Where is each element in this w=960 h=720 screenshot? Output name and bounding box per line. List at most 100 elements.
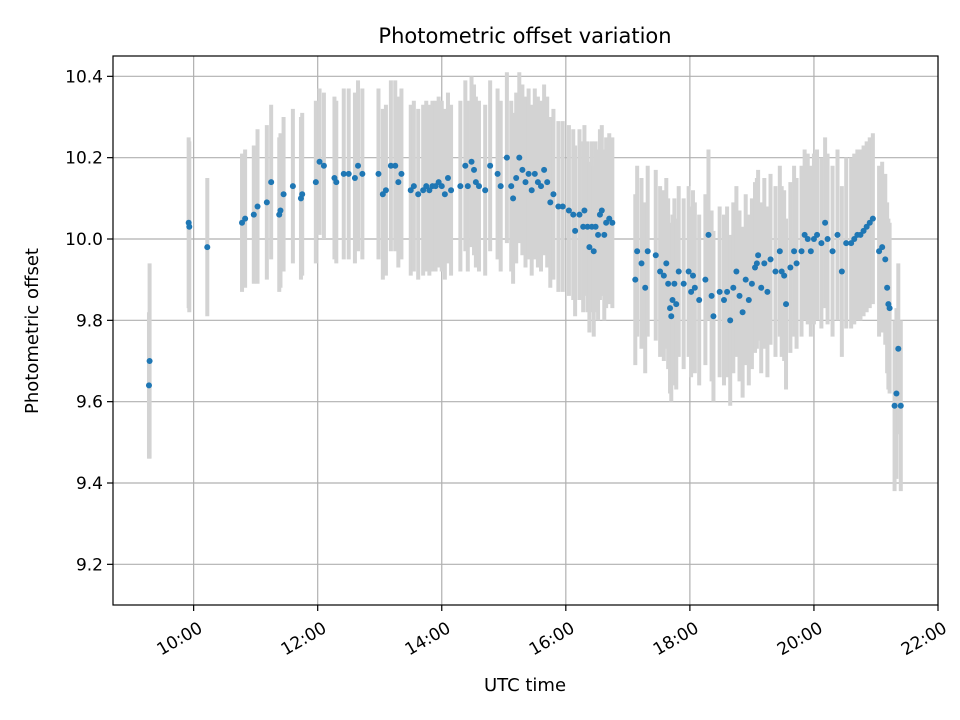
data-point: [764, 288, 771, 295]
data-point: [494, 170, 501, 177]
data-point: [632, 276, 639, 283]
data-point: [753, 260, 760, 267]
data-point: [320, 162, 327, 169]
data-point: [438, 183, 445, 190]
data-point: [818, 240, 825, 247]
data-point: [487, 162, 494, 169]
data-point: [375, 170, 382, 177]
data-point: [581, 207, 588, 214]
data-point: [576, 211, 583, 218]
data-point: [586, 244, 593, 251]
data-point: [807, 248, 814, 255]
data-point: [730, 284, 737, 291]
data-point: [755, 252, 762, 259]
data-point: [609, 219, 616, 226]
data-point: [565, 207, 572, 214]
data-point: [822, 219, 829, 226]
y-tick-label: 9.6: [76, 393, 103, 413]
data-point: [280, 191, 287, 198]
data-point: [482, 187, 489, 194]
data-point: [696, 297, 703, 303]
data-point: [559, 203, 566, 210]
data-point: [435, 179, 442, 186]
data-point: [863, 223, 870, 230]
data-point: [522, 179, 529, 186]
data-point: [432, 183, 439, 190]
data-point: [669, 297, 676, 303]
data-point: [767, 256, 774, 263]
data-point: [848, 240, 855, 247]
data-point: [857, 231, 864, 238]
data-point: [834, 231, 841, 238]
data-point: [671, 280, 678, 287]
data-point: [444, 175, 451, 181]
data-point: [791, 248, 798, 255]
data-point: [299, 191, 306, 198]
data-point: [448, 187, 455, 194]
data-point: [398, 170, 405, 177]
data-point: [592, 223, 599, 230]
data-point: [727, 317, 734, 324]
data-point: [277, 207, 284, 214]
data-point: [876, 248, 883, 255]
data-point: [516, 154, 523, 161]
data-point: [644, 248, 651, 255]
data-point: [263, 199, 270, 206]
data-point: [316, 158, 323, 165]
data-point: [638, 260, 645, 267]
data-point: [685, 268, 692, 275]
data-point: [783, 301, 790, 308]
data-point: [793, 260, 800, 267]
data-point: [525, 170, 532, 177]
plot-frame: [112, 55, 939, 606]
data-point: [716, 288, 723, 295]
y-tick-label: 9.8: [76, 311, 103, 331]
data-point: [423, 183, 430, 190]
data-point: [550, 191, 557, 198]
data-point: [893, 390, 900, 397]
data-point: [395, 179, 402, 186]
data-point: [897, 402, 904, 409]
data-point: [720, 297, 727, 303]
data-point: [410, 183, 417, 190]
data-point: [146, 358, 153, 364]
data-point: [242, 215, 249, 222]
data-point: [312, 179, 319, 186]
y-tick-label: 9.4: [76, 474, 103, 494]
data-point: [705, 231, 712, 238]
data-point: [519, 166, 526, 173]
data-point: [891, 402, 898, 409]
data-point: [689, 272, 696, 279]
data-point: [702, 276, 709, 283]
data-point: [680, 280, 687, 287]
data-point: [503, 154, 510, 161]
x-axis-label: UTC time: [484, 675, 566, 696]
y-axis-ticks: 9.2 9.4 9.6 9.8 10.0 10.2 10.4: [65, 67, 113, 575]
data-point: [798, 248, 805, 255]
data-point: [673, 301, 680, 308]
data-point: [250, 211, 257, 218]
data-point: [882, 256, 889, 263]
data-point: [580, 223, 587, 230]
data-point: [584, 223, 591, 230]
data-point: [733, 268, 740, 275]
data-point: [603, 219, 610, 226]
data-point: [814, 231, 821, 238]
data-point: [534, 179, 541, 186]
data-point: [510, 195, 517, 202]
data-point: [472, 179, 479, 186]
data-point: [758, 284, 765, 291]
data-point: [691, 284, 698, 291]
data-point: [340, 170, 347, 177]
data-point: [407, 187, 414, 194]
data-point: [851, 236, 858, 242]
data-point: [555, 203, 562, 210]
data-point: [457, 183, 464, 190]
data-point: [595, 231, 602, 238]
data-point: [254, 203, 261, 210]
data-points: [145, 154, 904, 409]
data-point: [772, 268, 779, 275]
data-point: [289, 183, 296, 190]
data-point: [464, 183, 471, 190]
